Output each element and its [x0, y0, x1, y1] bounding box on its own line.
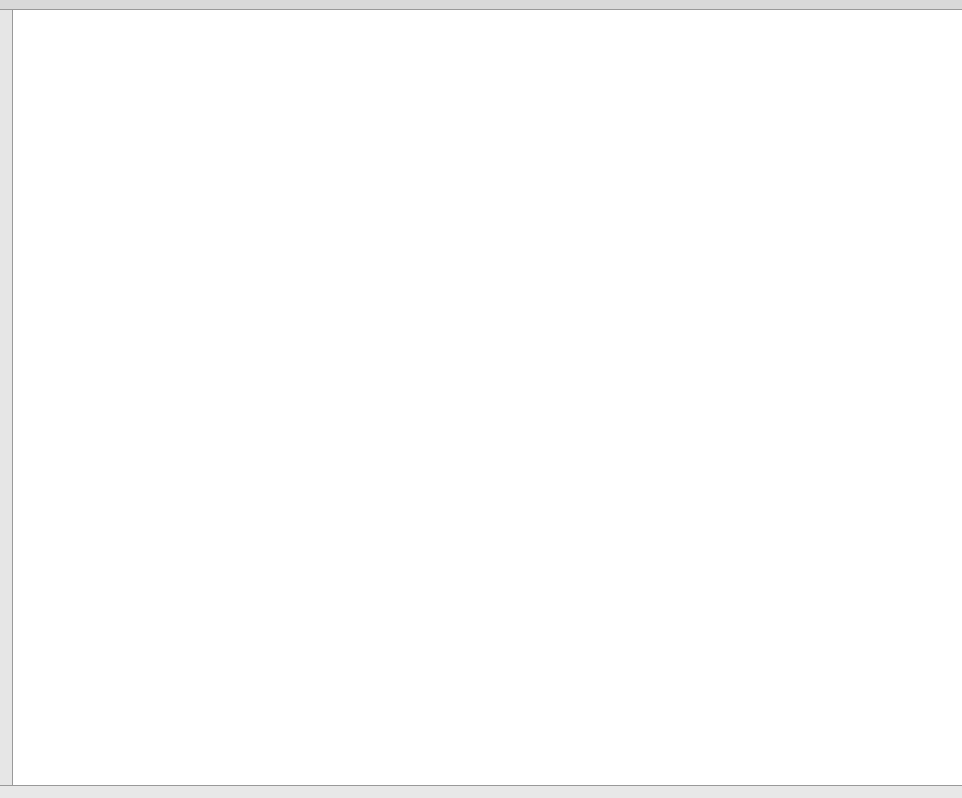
sheet-tab-bar [0, 785, 962, 798]
row-number-gutter [0, 10, 13, 785]
column-header-bar [0, 0, 962, 10]
spreadsheet-grid[interactable] [12, 10, 962, 785]
